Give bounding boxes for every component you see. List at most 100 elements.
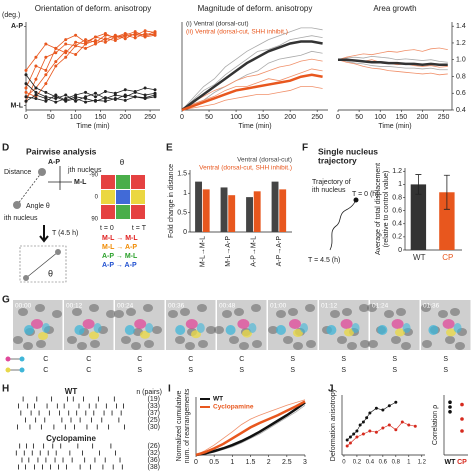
cell [268,326,278,334]
x-tick-label: 0.5 [209,459,219,466]
data-point [374,430,378,434]
bar [439,192,455,250]
data-point [44,55,48,59]
cell [145,323,154,333]
cell [283,336,293,344]
data-point [103,40,107,44]
time-arrow [39,225,49,243]
time-label: 00:00 [15,303,32,310]
legend-entry: Ventral (dorsal-cut, SHH inhibit.) [199,165,292,172]
cell [422,340,432,348]
data-point [361,420,365,424]
cell [251,304,261,312]
time-label: 01:36 [423,303,440,310]
data-point [34,86,38,90]
label: jth nucleus [67,167,102,174]
y-tick-label: 1.2 [456,40,466,47]
series-line [337,59,448,71]
data-point [153,88,157,92]
state-label: S [341,367,346,374]
x-tick-label: 100 [230,114,242,121]
data-point [103,97,107,101]
pair-symbol [19,356,25,362]
label: t = T [132,225,147,232]
panel-letter: F [302,143,308,154]
nucleus [13,201,21,209]
data-point [74,53,78,57]
cell [367,304,377,312]
label: M-L [74,179,87,186]
cell [180,308,190,316]
cell [152,326,162,334]
x-tick-label: 1 [407,460,411,466]
grid-cell [131,190,145,204]
data-point [133,32,137,36]
data-point [123,34,127,38]
data-point [113,91,117,95]
cell [134,319,147,329]
chart-title: Area growth [373,4,416,13]
panel-title: Pairwise analysis [26,146,97,156]
y-tick-label: M-L [11,102,24,109]
panel-letter: H [2,384,9,395]
y-tick-label: 0.5 [177,209,187,216]
cell [402,323,411,333]
data-point [448,410,452,414]
cell [453,323,462,333]
x-tick-label: 150 [95,114,107,121]
series-line [338,58,448,66]
time-label: 00:24 [117,303,134,310]
bar [253,191,261,232]
series-line [25,31,156,71]
x-axis-label: Time (min) [238,123,271,130]
series-line [337,59,448,76]
series-line [181,86,323,111]
cell [82,319,95,329]
bar [220,187,228,232]
y-tick-label: 0.6 [392,207,402,214]
row-count: (19) [148,396,160,403]
data-point [64,42,68,46]
cell [330,310,340,318]
bar [195,181,202,232]
nucleus [38,168,46,176]
cell [293,342,303,350]
legend-entry: Cyclopamine [213,404,254,411]
y-tick-label: 1.2 [392,168,402,175]
x-tick-label: 0 [342,460,346,466]
legend-entry: A-P → M-L [102,253,138,260]
data-point [103,37,107,41]
cell [185,342,195,350]
time-label: 01:24 [372,303,389,310]
cell [445,336,455,344]
cell [67,336,77,344]
y-tick-label: 0.8 [456,73,466,80]
cell [35,304,45,312]
y-axis-label: Normalized cumulative [176,390,183,461]
nucleus [55,249,61,255]
data-point [460,417,464,421]
data-point [143,31,147,35]
cell [143,304,153,312]
cell [340,319,353,329]
x-tick-label: M-L→M-L [200,236,207,267]
cell [175,325,186,335]
error-bar [415,174,422,195]
data-point [54,51,58,55]
cell [252,340,262,348]
data-point [64,93,68,97]
data-point [24,95,28,99]
data-point [103,31,107,35]
cell [421,304,431,312]
state-label: S [188,367,193,374]
data-point [133,36,137,40]
label: θ [120,158,125,167]
data-point [44,82,48,86]
x-tick-label: 200 [119,114,131,121]
cell [351,323,360,333]
x-axis-label: Time (min) [378,123,411,130]
row-count: (26) [148,443,160,450]
state-label: C [239,356,244,363]
legend-entry: (ii) Ventral (dorsal-cut, SHH inhibit.) [186,29,288,36]
nucleus [23,275,29,281]
